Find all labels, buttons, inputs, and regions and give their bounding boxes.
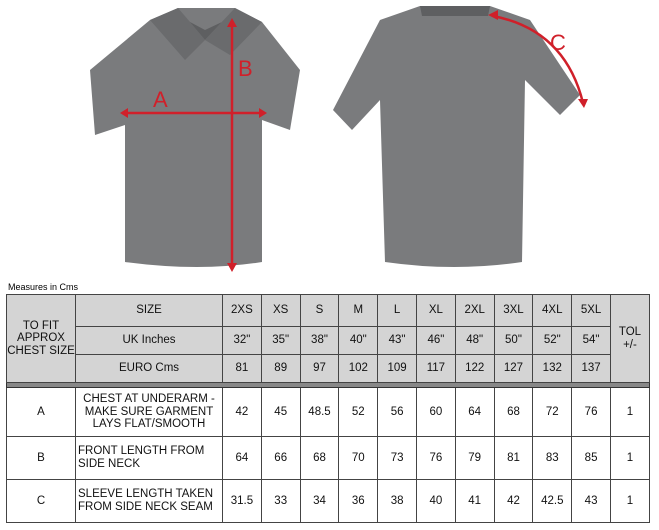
euro-cell: 97 [299,354,340,383]
value-cell: 81 [493,436,534,480]
tol-label: TOL +/- [609,294,650,383]
euro-cell: 81 [222,354,262,383]
measure-b-arrow [227,18,237,272]
size-cell: 5XL [571,294,611,327]
euro-row: EURO Cms 81 89 97 102 109 117 122 127 132 137 [7,354,650,383]
uk-cell: 35" [260,326,301,355]
value-cell: 68 [493,387,534,437]
euro-cell: 132 [532,354,573,383]
value-cell: 83 [532,436,573,480]
shirt-illustrations: A B C [90,6,588,272]
uk-row: UK Inches 32" 35" 38" 40" 43" 46" 48" 50" 52" 54" [7,326,650,355]
value-cell: 31.5 [222,479,262,523]
value-cell: 48.5 [299,387,340,437]
value-cell: 42 [493,479,534,523]
size-cell: L [377,294,417,327]
value-cell: 52 [338,387,379,437]
euro-cell: 137 [571,354,611,383]
value-cell: 40 [415,479,456,523]
value-cell: 70 [338,436,379,480]
euro-cell: 102 [338,354,379,383]
value-cell: 41 [454,479,495,523]
measure-a-arrow [120,108,267,118]
size-label: SIZE [75,294,223,327]
row-code: C [6,479,76,523]
value-cell: 64 [454,387,495,437]
value-cell: 45 [260,387,301,437]
size-cell: 4XL [532,294,573,327]
measures-note: Measures in Cms [8,282,79,292]
size-cell: XL [415,294,456,327]
front-shirt-image [90,8,300,267]
row-code: A [6,387,76,437]
value-cell: 56 [377,387,417,437]
fit-chest-label: TO FIT APPROX CHEST SIZE [6,294,76,383]
size-cell: M [338,294,379,327]
uk-cell: 38" [299,326,340,355]
value-cell: 76 [571,387,611,437]
value-cell: 68 [299,436,340,480]
value-cell: 34 [299,479,340,523]
table-row: C SLEEVE LENGTH TAKEN FROM SIDE NECK SEA… [6,479,650,523]
label-a: A [153,87,168,112]
value-cell: 79 [454,436,495,480]
uk-label: UK Inches [75,326,223,355]
label-b: B [238,56,253,81]
euro-cell: 127 [493,354,534,383]
euro-cell: 109 [377,354,417,383]
row-desc: CHEST AT UNDERARM - MAKE SURE GARMENT LA… [75,387,223,437]
value-cell: 73 [377,436,417,480]
uk-cell: 48" [454,326,495,355]
value-cell: 64 [222,436,262,480]
uk-cell: 50" [493,326,534,355]
measure-c-arrow [488,10,588,108]
row-desc: FRONT LENGTH FROM SIDE NECK [75,436,223,480]
value-cell: 72 [532,387,573,437]
value-cell: 36 [338,479,379,523]
value-cell: 43 [571,479,611,523]
row-desc: SLEEVE LENGTH TAKEN FROM SIDE NECK SEAM [75,479,223,523]
tol-cell: 1 [609,387,650,437]
uk-cell: 54" [571,326,611,355]
value-cell: 42.5 [532,479,573,523]
value-cell: 33 [260,479,301,523]
euro-cell: 89 [260,354,301,383]
uk-cell: 32" [222,326,262,355]
value-cell: 76 [415,436,456,480]
euro-cell: 117 [415,354,456,383]
size-chart-table: TO FIT APPROX CHEST SIZE SIZE 2XS XS S M L XL… [6,294,650,523]
euro-label: EURO Cms [75,354,223,383]
label-c: C [550,30,566,55]
uk-cell: 43" [377,326,417,355]
value-cell: 38 [377,479,417,523]
tol-cell: 1 [609,436,650,480]
row-code: B [6,436,76,480]
value-cell: 85 [571,436,611,480]
euro-cell: 122 [454,354,495,383]
uk-cell: 40" [338,326,379,355]
tol-cell: 1 [609,479,650,523]
size-cell: 2XL [454,294,495,327]
size-cell: 2XS [222,294,262,327]
table-row: A CHEST AT UNDERARM - MAKE SURE GARMENT … [6,387,650,437]
size-row: TO FIT APPROX CHEST SIZE SIZE 2XS XS S M L XL… [6,294,650,383]
size-cell: S [299,294,340,327]
value-cell: 66 [260,436,301,480]
uk-cell: 46" [415,326,456,355]
value-cell: 42 [222,387,262,437]
table-row: B FRONT LENGTH FROM SIDE NECK 64 66 68 70 73… [6,436,650,480]
uk-cell: 52" [532,326,573,355]
back-shirt-image [333,6,580,267]
size-cell: 3XL [493,294,534,327]
value-cell: 60 [415,387,456,437]
size-cell: XS [260,294,301,327]
